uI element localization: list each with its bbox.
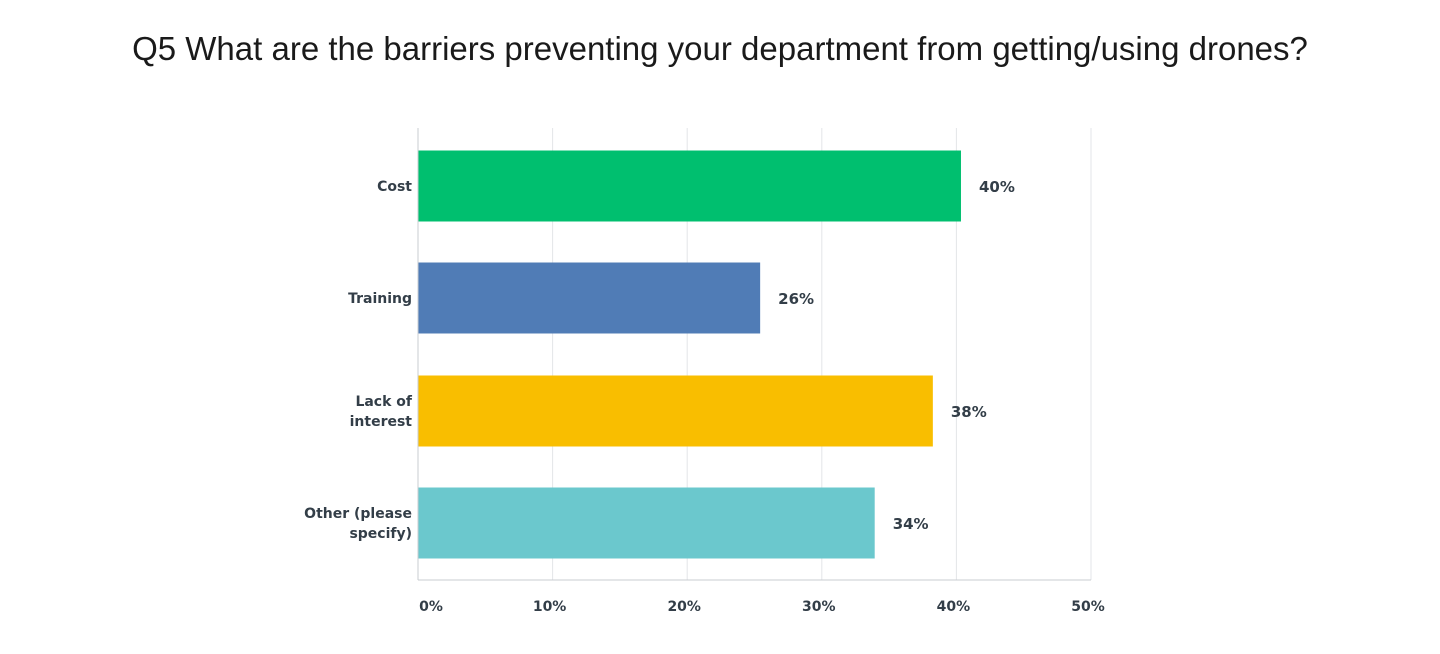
value-label: 34% <box>893 515 929 533</box>
bar-training <box>418 262 761 334</box>
category-label: Training <box>348 291 412 307</box>
category-label: interest <box>350 414 413 430</box>
x-tick-label: 0% <box>419 599 443 615</box>
value-label: 38% <box>951 403 987 421</box>
category-label: specify) <box>349 526 412 542</box>
axes <box>417 128 1091 581</box>
x-tick-label: 10% <box>533 599 567 615</box>
x-tick-label: 50% <box>1071 599 1105 615</box>
category-label: Lack of <box>355 394 412 410</box>
bars <box>418 150 961 559</box>
labels: 0% 10% 20% 30% 40% 50% 40% Cost 26% Training 38% La… <box>304 178 1105 615</box>
bar-other-please-specify <box>418 487 875 559</box>
value-label: 26% <box>778 290 814 308</box>
chart-title: Q5 What are the barriers preventing your… <box>132 30 1308 67</box>
x-tick-label: 20% <box>667 599 701 615</box>
bar-lack-of-interest <box>418 375 933 447</box>
x-tick-label: 30% <box>802 599 836 615</box>
category-label: Cost <box>377 179 412 195</box>
category-label: Other (please <box>304 506 412 522</box>
value-label: 40% <box>979 178 1015 196</box>
x-tick-label: 40% <box>937 599 971 615</box>
bar-cost <box>418 150 961 222</box>
